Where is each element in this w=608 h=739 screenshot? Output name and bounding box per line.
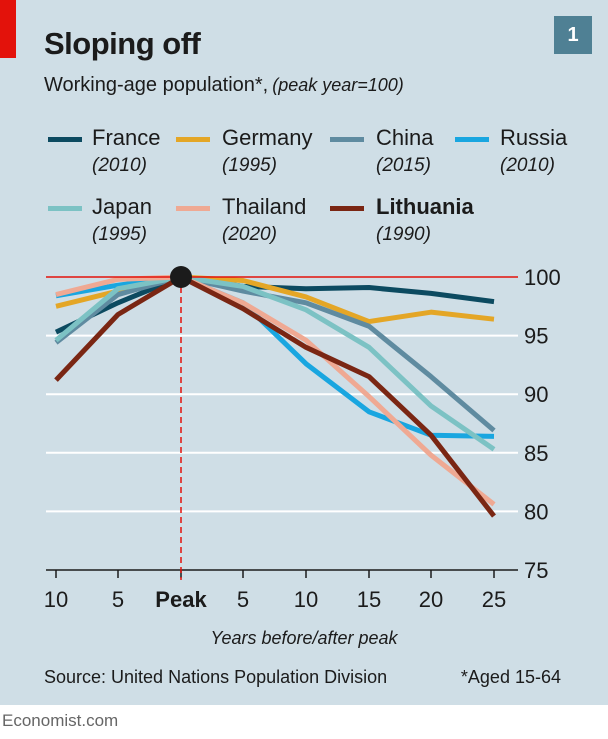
x-tick-label: 5 <box>237 587 249 612</box>
legend-name-lithuania: Lithuania <box>376 194 474 219</box>
x-tick-label: 5 <box>112 587 124 612</box>
legend-year-lithuania: (1990) <box>376 224 431 245</box>
legend-name-russia: Russia <box>500 125 568 150</box>
legend-swatch-france <box>48 137 82 142</box>
legend-year-russia: (2010) <box>500 155 555 176</box>
legend-swatch-lithuania <box>330 206 364 211</box>
x-tick-label: 25 <box>482 587 506 612</box>
series-line-lithuania <box>54 274 496 518</box>
legend-swatch-russia <box>455 137 489 142</box>
legend-swatch-japan <box>48 206 82 211</box>
brand-red-tab <box>0 0 16 58</box>
chart-number-badge: 1 <box>554 16 592 54</box>
chart-subtitle: Working-age population*, (peak year=100) <box>44 74 404 97</box>
x-tick-label: 10 <box>294 587 318 612</box>
legend-year-thailand: (2020) <box>222 224 277 245</box>
legend-name-germany: Germany <box>222 125 313 150</box>
y-tick-label-95: 95 <box>524 324 548 349</box>
y-tick-label-85: 85 <box>524 441 548 466</box>
subtitle-text: Working-age population*, <box>44 74 269 96</box>
footnote: *Aged 15-64 <box>460 667 561 687</box>
series-line-japan <box>54 274 496 452</box>
series-line-russia <box>55 274 495 439</box>
chart-panel <box>0 0 608 705</box>
y-tick-label-80: 80 <box>524 499 548 524</box>
brand-label: Economist.com <box>2 711 119 730</box>
x-tick-label: 15 <box>357 587 381 612</box>
y-tick-label-75: 75 <box>524 558 548 583</box>
legend-name-thailand: Thailand <box>222 194 307 219</box>
x-tick-label: Peak <box>155 587 207 612</box>
peak-marker <box>170 266 192 288</box>
legend-year-china: (2015) <box>376 155 431 176</box>
subtitle-note: (peak year=100) <box>272 75 404 95</box>
legend-swatch-germany <box>176 137 210 142</box>
source-note: Source: United Nations Population Divisi… <box>44 667 388 687</box>
x-tick-label: 10 <box>44 587 68 612</box>
legend-year-france: (2010) <box>92 155 147 176</box>
chart-title: Sloping off <box>44 26 201 61</box>
x-axis-label: Years before/after peak <box>210 628 398 648</box>
legend-year-japan: (1995) <box>92 224 147 245</box>
y-tick-label-90: 90 <box>524 382 548 407</box>
legend-year-germany: (1995) <box>222 155 277 176</box>
series-line-thailand <box>55 274 496 507</box>
y-tick-label-100: 100 <box>524 265 561 290</box>
legend-name-china: China <box>376 125 434 150</box>
legend-name-france: France <box>92 125 161 150</box>
legend-swatch-thailand <box>176 206 210 211</box>
legend-swatch-china <box>330 137 364 142</box>
x-tick-label: 20 <box>419 587 443 612</box>
legend-name-japan: Japan <box>92 194 152 219</box>
